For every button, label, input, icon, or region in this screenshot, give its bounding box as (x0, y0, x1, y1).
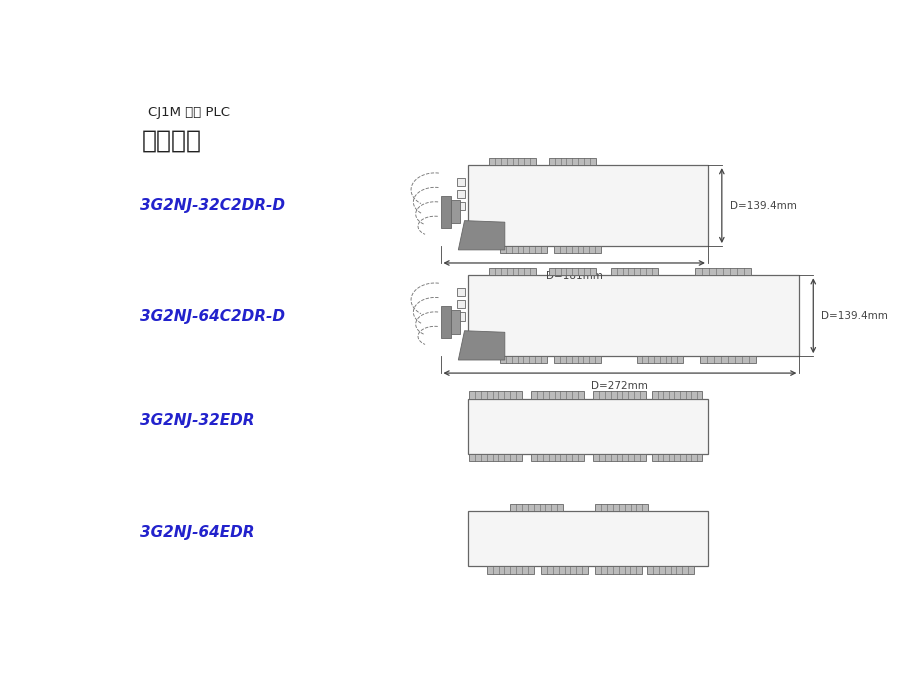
Bar (595, 566, 641, 573)
Text: D=139.4mm: D=139.4mm (729, 201, 796, 210)
Bar (440, 306, 451, 338)
Bar (467, 511, 707, 566)
Bar (456, 300, 464, 308)
Text: 3G2NJ-32C2DR-D: 3G2NJ-32C2DR-D (140, 199, 285, 213)
Bar (467, 399, 707, 454)
Bar (549, 268, 595, 275)
Bar (469, 391, 521, 399)
Text: D=139.4mm: D=139.4mm (820, 310, 887, 321)
Bar (486, 566, 533, 573)
Bar (593, 454, 645, 461)
Bar (652, 454, 702, 461)
Bar (694, 268, 750, 275)
Bar (500, 356, 546, 364)
Bar (489, 268, 535, 275)
Bar (554, 246, 600, 253)
Bar (456, 202, 464, 210)
Bar (699, 356, 755, 364)
Text: 3G2NJ-32EDR: 3G2NJ-32EDR (140, 413, 254, 428)
Bar (636, 356, 682, 364)
Bar (540, 566, 587, 573)
Bar (510, 504, 562, 511)
Bar (489, 158, 535, 165)
Bar (530, 391, 584, 399)
Bar (500, 246, 546, 253)
Bar (554, 356, 600, 364)
Bar (440, 196, 451, 228)
Bar (456, 178, 464, 186)
Bar (450, 200, 460, 224)
Text: 3G2NJ-64EDR: 3G2NJ-64EDR (140, 525, 254, 540)
Text: 安装尺尸: 安装尺尸 (142, 129, 202, 153)
Bar (647, 566, 693, 573)
Text: D=272mm: D=272mm (591, 381, 648, 391)
Bar (467, 275, 799, 356)
Bar (456, 288, 464, 296)
Bar (456, 312, 464, 321)
Text: 3G2NJ-64C2DR-D: 3G2NJ-64C2DR-D (140, 308, 285, 324)
Bar (469, 454, 521, 461)
Bar (467, 165, 707, 246)
Polygon shape (458, 221, 505, 250)
Bar (450, 310, 460, 333)
Bar (610, 268, 657, 275)
Text: CJ1M 板式 PLC: CJ1M 板式 PLC (147, 106, 230, 119)
Bar (549, 158, 595, 165)
Bar (593, 391, 645, 399)
Bar (456, 190, 464, 198)
Text: D=181mm: D=181mm (545, 270, 602, 281)
Bar (595, 504, 648, 511)
Bar (652, 391, 702, 399)
Bar (530, 454, 584, 461)
Polygon shape (458, 331, 505, 360)
